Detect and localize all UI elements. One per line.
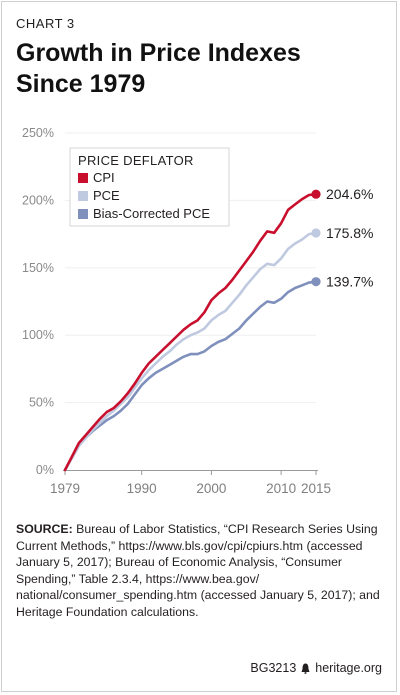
series-lines: 139.7% 175.8% 204.6% — [63, 186, 373, 472]
legend-swatch-2 — [78, 209, 88, 219]
y-tick-label: 0% — [36, 463, 54, 477]
series-end-point-2 — [311, 277, 321, 287]
series-end-point-0 — [311, 189, 321, 199]
site-name: heritage.org — [315, 661, 382, 675]
chart-title-line2: Since 1979 — [16, 70, 146, 98]
legend-label-1: PCE — [93, 188, 120, 203]
x-tick-label: 2000 — [196, 481, 226, 496]
series-line-0 — [63, 192, 318, 472]
x-tick-label: 1979 — [50, 481, 80, 496]
report-code: BG3213 — [250, 661, 297, 675]
y-tick-label: 250% — [22, 126, 54, 140]
liberty-bell-icon — [301, 663, 310, 674]
series-end-label-0: 204.6% — [326, 186, 373, 202]
source-text: Bureau of Labor Statistics, “CPI Researc… — [16, 522, 380, 619]
series-end-point-1 — [311, 228, 321, 238]
chart-kicker: CHART 3 — [16, 16, 75, 31]
x-tick-label: 2015 — [301, 481, 331, 496]
legend: PRICE DEFLATOR CPI PCE Bias-Corrected PCE — [69, 147, 230, 227]
source-note: SOURCE: Bureau of Labor Statistics, “CPI… — [16, 521, 386, 621]
x-axis: 1979 1990 2000 2010 2015 — [50, 470, 331, 496]
source-label: SOURCE: — [16, 522, 73, 536]
line-chart: 0% 50% 100% 150% 200% 250% 1979 1990 2000 2010 20… — [22, 126, 373, 496]
legend-label-2: Bias-Corrected PCE — [93, 206, 210, 221]
series-line-1 — [63, 231, 318, 472]
legend-label-0: CPI — [93, 170, 115, 185]
chart-title-line1: Growth in Price Indexes — [16, 39, 301, 67]
legend-title: PRICE DEFLATOR — [78, 153, 194, 168]
legend-swatch-1 — [78, 191, 88, 201]
legend-swatch-0 — [78, 173, 88, 183]
x-tick-label: 1990 — [127, 481, 157, 496]
y-axis-ticks: 0% 50% 100% 150% 200% 250% — [22, 126, 54, 477]
y-tick-label: 150% — [22, 261, 54, 275]
legend-box — [69, 147, 230, 227]
series-end-label-2: 139.7% — [326, 274, 373, 290]
series-line-2 — [63, 280, 318, 472]
x-tick-label: 2010 — [266, 481, 296, 496]
footer: BG3213 heritage.org — [250, 661, 382, 675]
chart-title: Growth in Price Indexes Since 1979 — [16, 38, 386, 100]
y-tick-label: 50% — [29, 396, 54, 410]
y-tick-label: 200% — [22, 193, 54, 207]
y-tick-label: 100% — [22, 328, 54, 342]
series-end-label-1: 175.8% — [326, 225, 373, 241]
